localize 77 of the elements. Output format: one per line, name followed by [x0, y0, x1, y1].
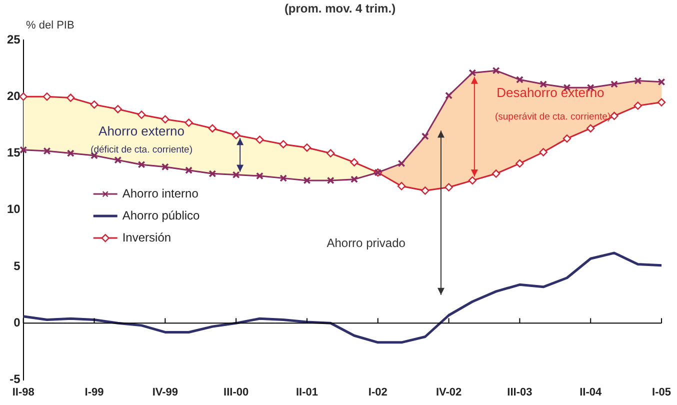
x-tick-label: I-05 [652, 386, 672, 398]
legend-label: Ahorro interno [122, 186, 199, 200]
annotation: Ahorro externo [98, 123, 185, 138]
point [303, 176, 311, 184]
point [610, 80, 618, 88]
point [444, 183, 453, 192]
y-tick-label: 5 [14, 258, 21, 273]
x-tick-label: I-99 [84, 386, 104, 398]
point [66, 94, 75, 102]
point [657, 98, 666, 106]
point [256, 136, 264, 144]
point [184, 118, 193, 127]
point [20, 146, 28, 154]
point [161, 115, 170, 124]
point [562, 134, 572, 143]
x-tick-label: II-04 [580, 386, 602, 398]
y-tick-label: 0 [14, 315, 21, 330]
y-axis-title: % del PIB [26, 20, 74, 32]
point [468, 69, 476, 77]
x-tick-label: I-02 [368, 386, 388, 398]
point [421, 132, 429, 140]
legend-label: Ahorro público [122, 208, 200, 222]
point [232, 171, 240, 179]
point [421, 186, 430, 195]
point [540, 80, 548, 88]
point [468, 176, 477, 185]
annotation: (superávit de cta. corriente) [494, 112, 611, 123]
point [326, 149, 335, 158]
x-tick-label: III-00 [224, 386, 249, 398]
point [492, 66, 500, 74]
point [658, 78, 666, 86]
point [350, 176, 358, 184]
y-tick-label: 15 [6, 146, 21, 160]
point [539, 148, 548, 156]
y-tick-label: -5 [10, 372, 21, 386]
annotation: Ahorro privado [326, 236, 406, 250]
point [185, 166, 193, 174]
point [445, 92, 453, 100]
point [492, 170, 500, 178]
point [138, 160, 146, 168]
point [634, 77, 642, 85]
point [137, 110, 146, 119]
x-tick-label: II-01 [296, 386, 318, 398]
point [516, 76, 524, 84]
x-tick-label: IV-02 [436, 386, 462, 398]
point [208, 124, 217, 132]
point [610, 112, 618, 120]
legend-label: Inversión [122, 230, 172, 244]
point [256, 172, 264, 180]
y-tick-label: 25 [6, 32, 21, 46]
chart-title: (prom. mov. 4 trim.) [284, 1, 396, 16]
point [516, 159, 524, 168]
y-tick-label: 10 [6, 202, 21, 216]
point [586, 124, 595, 132]
point [114, 156, 122, 164]
annotation: Desahorro externo [496, 84, 604, 100]
point [302, 144, 312, 152]
point [161, 163, 169, 171]
point [326, 176, 334, 184]
x-tick-label: II-98 [12, 386, 34, 398]
x-tick-label: IV-99 [152, 386, 178, 398]
annotation: (déficit de cta. corriente) [90, 144, 192, 156]
x-tick-label: III-03 [507, 386, 532, 398]
point [90, 100, 98, 109]
point [66, 150, 74, 157]
point [398, 160, 406, 168]
point [43, 147, 51, 155]
point [208, 170, 216, 178]
point [232, 131, 240, 140]
point [42, 92, 52, 101]
y-tick-label: 20 [6, 88, 21, 103]
point [114, 104, 122, 114]
point [280, 174, 288, 182]
point [279, 140, 288, 148]
point [634, 102, 642, 110]
point [350, 158, 358, 166]
point [397, 182, 406, 190]
